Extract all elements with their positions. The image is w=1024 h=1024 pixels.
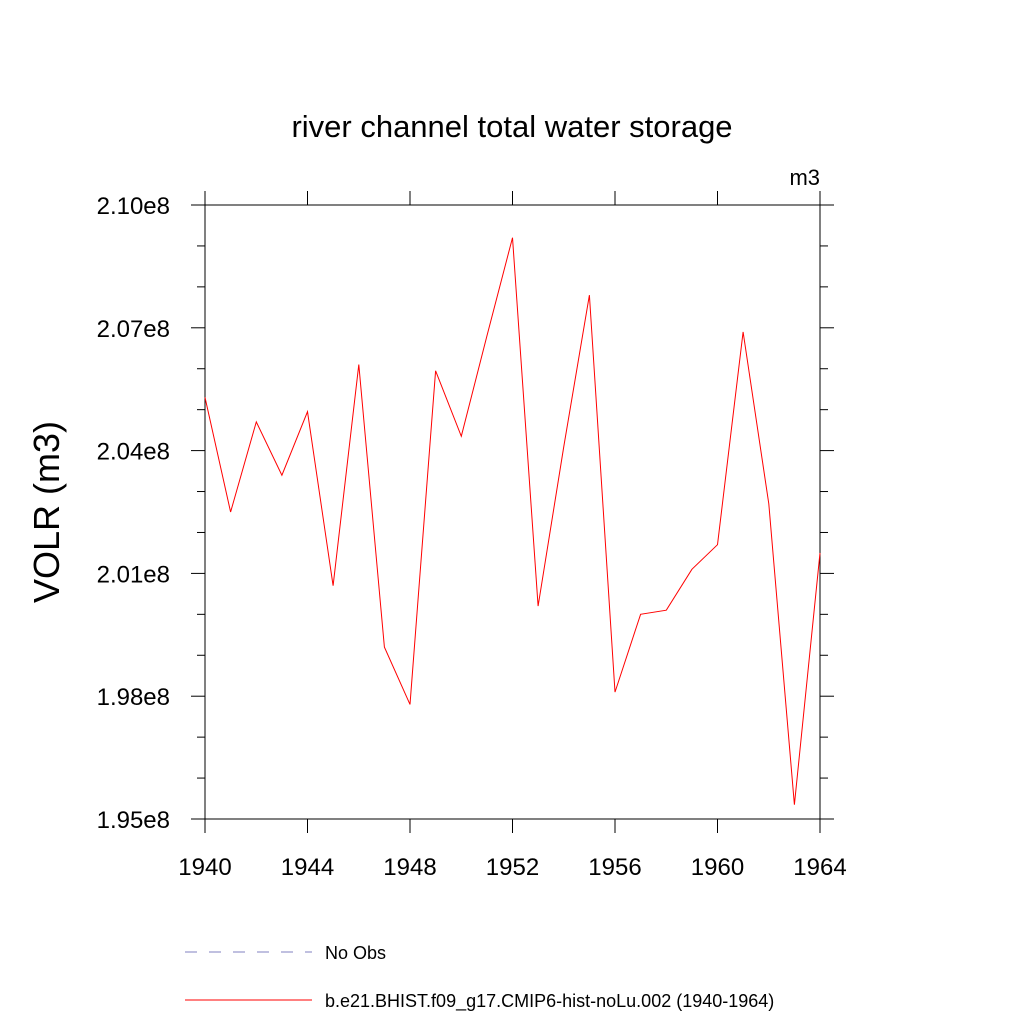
x-tick-label: 1956 (588, 854, 641, 881)
y-tick-label: 2.10e8 (97, 193, 170, 220)
legend-label: No Obs (325, 943, 386, 963)
x-axis-ticks: 1940 1944 1948 1952 1956 1960 1964 (178, 191, 847, 881)
x-tick-label: 1964 (793, 854, 846, 881)
y-tick-label: 2.04e8 (97, 439, 170, 466)
y-tick-label: 2.07e8 (97, 316, 170, 343)
x-tick-label: 1952 (486, 854, 539, 881)
x-tick-label: 1944 (281, 854, 334, 881)
legend-label: b.e21.BHIST.f09_g17.CMIP6-hist-noLu.002 … (325, 991, 774, 1012)
x-tick-label: 1948 (383, 854, 436, 881)
y-axis-label: VOLR (m3) (26, 421, 67, 603)
units-label: m3 (789, 165, 820, 190)
x-tick-label: 1940 (178, 854, 231, 881)
legend: No Obs b.e21.BHIST.f09_g17.CMIP6-hist-noL… (185, 943, 774, 1012)
plot-frame (204, 204, 821, 820)
y-axis-ticks: 1.95e8 1.98e8 2.01e8 2.04e8 2.07e8 2.10e8 (97, 193, 834, 834)
x-tick-label: 1960 (691, 854, 744, 881)
y-tick-label: 1.95e8 (97, 807, 170, 834)
series-layer (204, 237, 821, 805)
y-tick-label: 2.01e8 (97, 561, 170, 588)
chart-title: river channel total water storage (291, 109, 732, 144)
y-tick-label: 1.98e8 (97, 684, 170, 711)
series-line (204, 237, 821, 805)
